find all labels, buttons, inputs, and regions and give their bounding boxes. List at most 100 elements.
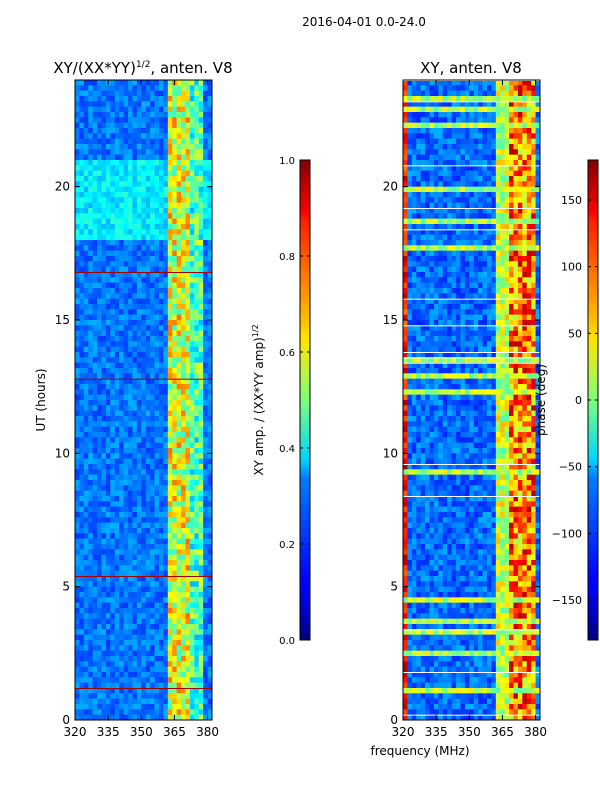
heatmap-cell bbox=[407, 80, 413, 86]
heatmap-cell bbox=[513, 101, 519, 108]
heatmap-cell bbox=[141, 714, 147, 721]
heatmap-cell bbox=[92, 154, 98, 161]
heatmap-cell bbox=[75, 224, 80, 230]
heatmap-cell bbox=[167, 517, 173, 524]
heatmap-cell bbox=[176, 512, 182, 518]
heatmap-cell bbox=[469, 224, 475, 230]
heatmap-cell bbox=[172, 693, 178, 700]
heatmap-cell bbox=[181, 453, 186, 460]
heatmap-cell bbox=[522, 186, 528, 193]
heatmap-cell bbox=[185, 213, 191, 220]
heatmap-cell bbox=[79, 325, 85, 332]
heatmap-cell bbox=[203, 149, 208, 156]
heatmap-cell bbox=[194, 128, 200, 134]
panel-2-title: XY, anten. V8 bbox=[420, 59, 522, 77]
heatmap-cell bbox=[531, 138, 536, 145]
heatmap-cell bbox=[420, 122, 426, 129]
heatmap-cell bbox=[145, 714, 151, 721]
heatmap-cell bbox=[136, 133, 142, 140]
heatmap-cell bbox=[167, 448, 173, 454]
heatmap-cell bbox=[145, 245, 151, 252]
heatmap-cell bbox=[203, 112, 208, 118]
heatmap-cell bbox=[456, 277, 461, 284]
heatmap-cell bbox=[88, 133, 94, 140]
heatmap-cell bbox=[114, 357, 120, 364]
heatmap-cell bbox=[92, 85, 98, 92]
heatmap-cell bbox=[500, 277, 506, 284]
heatmap-cell bbox=[119, 480, 125, 486]
heatmap-cell bbox=[163, 698, 169, 705]
heatmap-cell bbox=[167, 613, 173, 620]
heatmap-cell bbox=[478, 170, 483, 177]
heatmap-cell bbox=[154, 576, 160, 582]
heatmap-cell bbox=[509, 192, 514, 198]
heatmap-cell bbox=[88, 410, 94, 417]
heatmap-cell bbox=[442, 176, 448, 182]
heatmap-cell bbox=[128, 656, 133, 662]
heatmap-cell bbox=[141, 682, 147, 689]
heatmap-cell bbox=[163, 138, 169, 145]
heatmap-cell bbox=[92, 480, 98, 486]
heatmap-cell bbox=[433, 234, 439, 241]
heatmap-cell bbox=[500, 106, 506, 113]
heatmap-cell bbox=[75, 346, 80, 353]
heatmap-cell bbox=[429, 176, 435, 182]
heatmap-cell bbox=[198, 101, 204, 108]
heatmap-cell bbox=[189, 517, 195, 524]
heatmap-cell bbox=[150, 384, 155, 390]
heatmap-cell bbox=[403, 250, 408, 257]
heatmap-cell bbox=[504, 133, 510, 140]
heatmap-cell bbox=[504, 90, 510, 97]
heatmap-cell bbox=[150, 634, 155, 641]
heatmap-cell bbox=[442, 122, 448, 129]
heatmap-cell bbox=[411, 250, 417, 257]
heatmap-cell bbox=[110, 544, 116, 550]
heatmap-cell bbox=[158, 400, 164, 406]
heatmap-cell bbox=[163, 624, 169, 630]
heatmap-cell bbox=[145, 192, 151, 198]
heatmap-cell bbox=[451, 128, 457, 134]
heatmap-cell bbox=[101, 240, 107, 246]
heatmap-cell bbox=[189, 213, 195, 220]
heatmap-cell bbox=[433, 106, 439, 113]
heatmap-cell bbox=[486, 133, 492, 140]
heatmap-cell bbox=[79, 437, 85, 444]
heatmap-cell bbox=[531, 176, 536, 182]
heatmap-cell bbox=[486, 261, 492, 268]
heatmap-cell bbox=[158, 293, 164, 300]
heatmap-cell bbox=[136, 373, 142, 380]
heatmap-cell bbox=[123, 538, 129, 545]
heatmap-cell bbox=[185, 613, 191, 620]
heatmap-cell bbox=[101, 154, 107, 161]
heatmap-cell bbox=[469, 112, 475, 118]
heatmap-cell bbox=[154, 688, 160, 694]
heatmap-cell bbox=[203, 117, 208, 124]
heatmap-cell bbox=[513, 245, 519, 252]
heatmap-cell bbox=[136, 458, 142, 465]
heatmap-cell bbox=[207, 176, 213, 182]
heatmap-cell bbox=[150, 549, 155, 556]
heatmap-cell bbox=[101, 288, 107, 294]
heatmap-cell bbox=[438, 149, 444, 156]
heatmap-cell bbox=[163, 437, 169, 444]
heatmap-cell bbox=[438, 128, 444, 134]
heatmap-cell bbox=[517, 122, 523, 129]
heatmap-cell bbox=[172, 304, 178, 310]
heatmap-cell bbox=[88, 565, 94, 572]
heatmap-cell bbox=[167, 282, 173, 289]
heatmap-cell bbox=[207, 133, 213, 140]
heatmap-cell bbox=[88, 544, 94, 550]
heatmap-cell bbox=[119, 538, 125, 545]
heatmap-cell bbox=[167, 266, 173, 273]
heatmap-cell bbox=[150, 485, 155, 492]
heatmap-cell bbox=[128, 426, 133, 433]
heatmap-cell bbox=[447, 218, 453, 225]
heatmap-cell bbox=[517, 133, 523, 140]
heatmap-cell bbox=[145, 298, 151, 305]
heatmap-cell bbox=[123, 229, 129, 236]
heatmap-cell bbox=[145, 522, 151, 529]
heatmap-cell bbox=[114, 698, 120, 705]
heatmap-cell bbox=[176, 256, 182, 262]
heatmap-cell bbox=[110, 602, 116, 609]
